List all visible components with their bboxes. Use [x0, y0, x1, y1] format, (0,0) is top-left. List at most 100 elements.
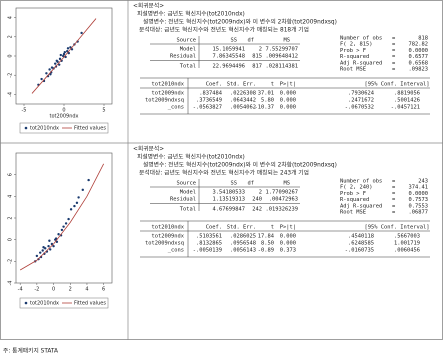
coef-cell: .8819056 [394, 91, 420, 97]
legend-label: Fitted values [74, 301, 106, 307]
y-tick-label: 4 [8, 195, 14, 198]
anova-cell: Residual [170, 54, 196, 60]
scatter-point [64, 222, 68, 225]
scatter-point [47, 244, 50, 248]
coef-cell: 1.001719 [394, 241, 420, 247]
coef-header: P>|t| [280, 225, 296, 231]
coef-header: t [271, 225, 274, 231]
scatter-point [49, 248, 52, 251]
coef-cell: tot2009ndx [152, 91, 185, 97]
scatter-point [58, 63, 61, 66]
anova-header: Source [177, 181, 196, 187]
x-tick-label: 0 [52, 287, 55, 293]
x-tick-label: 2 [69, 287, 72, 293]
scatter-point [57, 233, 60, 236]
y-tick-label: 2 [8, 35, 14, 38]
scatter-point [40, 77, 43, 81]
fitted-line [19, 163, 105, 271]
stat-eq: = [392, 210, 396, 216]
coef-header: [95% Conf. Interval] [365, 225, 430, 231]
y-tick-label: 2 [8, 216, 14, 219]
fitted-line [31, 18, 97, 94]
legend-label: tot2010ndx [30, 126, 59, 132]
coef-cell: 0.373 [280, 248, 296, 254]
sample: 분석대상: 금년도 혁신지수와 전년도 혁신지수가 매칭되는 818개 기업 [139, 26, 309, 34]
x-tick-label: -4 [18, 287, 23, 293]
anova-cell: 2 [259, 47, 262, 53]
scatter-point [55, 240, 59, 244]
anova-cell: .019326239 [266, 207, 298, 213]
coef-cell: .5103561 [196, 234, 222, 240]
anova-cell: 242 [252, 207, 262, 213]
coef-cell: 0.000 [280, 241, 296, 247]
stat-eq: = [392, 54, 396, 60]
x-tick-label: 6 [102, 287, 105, 293]
stat-value: 0.0000 [409, 191, 428, 197]
stat-eq: = [392, 185, 396, 191]
scatter-point [60, 228, 64, 232]
anova-header: SS [231, 181, 238, 187]
anova-cell: 4.67699847 [213, 207, 245, 213]
y-tick-label: 6 [8, 173, 14, 176]
coef-cell: 0.000 [280, 98, 296, 104]
coef-header: tot2010ndx [152, 225, 185, 231]
coef-cell: .2471672 [348, 98, 374, 104]
anova-header: df [248, 38, 255, 44]
scatter-point [67, 217, 70, 221]
sample: 분석대상: 금년도 혁신지수와 전년도 혁신지수가 매칭되는 243개 기업 [139, 169, 309, 177]
coef-cell: .8132865 [196, 241, 222, 247]
coef-cell: .4540118 [348, 234, 374, 240]
scatter-point [63, 50, 66, 54]
anova-cell: 3.54180533 [213, 190, 245, 196]
scatter-point [52, 244, 55, 248]
scatter-point [59, 53, 62, 57]
coef-header: [95% Conf. Interval] [365, 82, 430, 88]
scatter-point [80, 31, 83, 35]
stat-value: 243 [418, 179, 428, 185]
stat-value: 0.6568 [409, 60, 428, 66]
stat-value: 818 [418, 36, 428, 42]
stat-value: 0.7553 [409, 203, 428, 209]
coef-cell: .0060456 [394, 248, 420, 254]
coef-cell: 0.000 [280, 105, 296, 111]
scatter-point [73, 204, 76, 208]
x-tick-label: -2 [34, 287, 39, 293]
coef-cell: .837484 [199, 91, 222, 97]
stat-eq: = [392, 203, 396, 209]
scatter-point [58, 57, 62, 61]
x-tick-label: 5 [102, 108, 105, 114]
scatter-point [55, 59, 58, 62]
anova-cell: 240 [252, 197, 262, 203]
coef-cell: -.0457121 [391, 105, 420, 111]
y-tick-label: 0 [8, 238, 14, 241]
x-axis-label: tot2009ndx [49, 114, 78, 120]
stat-value: .06877 [409, 210, 428, 216]
scatter-point [54, 62, 57, 65]
coef-cell: 5.80 [261, 98, 274, 104]
scatter-point [48, 68, 51, 71]
coef-cell: .0956548 [230, 241, 256, 247]
coef-cell: .5667003 [394, 234, 420, 240]
section-heading: <회귀분석> [133, 2, 164, 10]
coef-cell: .0643442 [230, 98, 256, 104]
stat-label: Number of obs [340, 36, 382, 42]
coef-cell: tot2009ndxsq [145, 241, 184, 247]
plot-area [15, 152, 113, 284]
coef-cell: 0.000 [280, 234, 296, 240]
stat-value: 374.41 [409, 185, 428, 191]
scatter-point [75, 201, 79, 205]
coef-cell: 0.000 [280, 91, 296, 97]
coef-cell: -.0160735 [345, 248, 374, 254]
coef-header: Coef. [206, 225, 222, 231]
scatter-point [66, 47, 70, 50]
x-tick-label: -5 [22, 108, 27, 114]
coef-cell: 17.84 [258, 234, 274, 240]
scatter-point [81, 188, 84, 192]
coef-cell: .0286025 [230, 234, 256, 240]
stat-value: 0.0000 [409, 48, 428, 54]
coef-cell: .0054062 [230, 105, 256, 111]
coef-cell: 8.50 [261, 241, 274, 247]
scatter-point [48, 239, 51, 242]
dependent-var: 피설명변수: 금년도 혁신지수(tot2010ndx) [137, 153, 245, 161]
